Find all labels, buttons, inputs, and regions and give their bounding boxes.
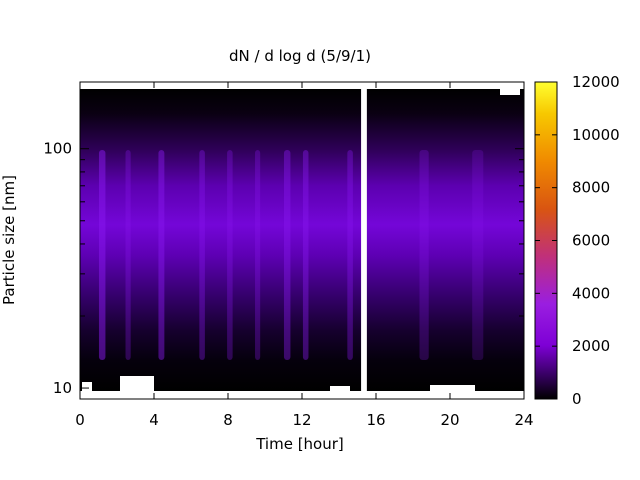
heatmap-gap xyxy=(361,82,367,399)
heatmap-burst-streak xyxy=(158,150,165,360)
x-axis-label: Time [hour] xyxy=(255,435,344,453)
heatmap-segment-right xyxy=(366,89,524,391)
chart-title: dN / d log d (5/9/1) xyxy=(229,47,371,65)
heatmap-burst-streak xyxy=(283,150,291,360)
heatmap-blank-patch xyxy=(82,382,92,391)
x-tick-label: 24 xyxy=(514,411,533,429)
heatmap-segment-left xyxy=(80,89,362,391)
x-tick-label: 20 xyxy=(440,411,459,429)
heatmap-burst-streak xyxy=(255,150,261,360)
colorbar-tick-label: 8000 xyxy=(572,179,610,197)
heatmap-burst-streak xyxy=(347,150,353,360)
x-tick-label: 16 xyxy=(366,411,385,429)
colorbar-tick-label: 4000 xyxy=(572,284,610,302)
heatmap-blank-patch xyxy=(120,376,154,391)
x-tick-label: 4 xyxy=(149,411,159,429)
heatmap-burst-streak xyxy=(302,150,309,360)
colorbar: 0 2000 4000 6000 8000 10000 12000 xyxy=(534,73,620,408)
heatmap-burst-streak xyxy=(98,150,106,360)
colorbar-tick-label: 6000 xyxy=(572,232,610,250)
heatmap-blank-patch xyxy=(330,386,350,391)
plot-area: 0 4 8 12 16 20 24 10 100 xyxy=(43,81,534,429)
colorbar-tick-label: 2000 xyxy=(572,337,610,355)
x-tick-label: 0 xyxy=(75,411,85,429)
heatmap-burst-streak xyxy=(199,150,205,360)
y-tick-label: 100 xyxy=(43,140,72,158)
heatmap-blank-patch xyxy=(500,89,520,95)
heatmap-blank-patch xyxy=(430,385,475,391)
x-tick-label: 12 xyxy=(292,411,311,429)
colorbar-tick-label: 0 xyxy=(572,390,582,408)
y-axis-label: Particle size [nm] xyxy=(0,175,18,305)
colorbar-tick-label: 10000 xyxy=(572,126,620,144)
heatmap-burst-streak xyxy=(125,150,131,360)
colorbar-tick-label: 12000 xyxy=(572,73,620,91)
x-tick-label: 8 xyxy=(223,411,233,429)
heatmap-burst-streak xyxy=(472,150,484,360)
y-tick-label: 10 xyxy=(53,379,72,397)
heatmap-burst-streak xyxy=(227,150,233,360)
heatmap-burst-streak xyxy=(419,150,429,360)
